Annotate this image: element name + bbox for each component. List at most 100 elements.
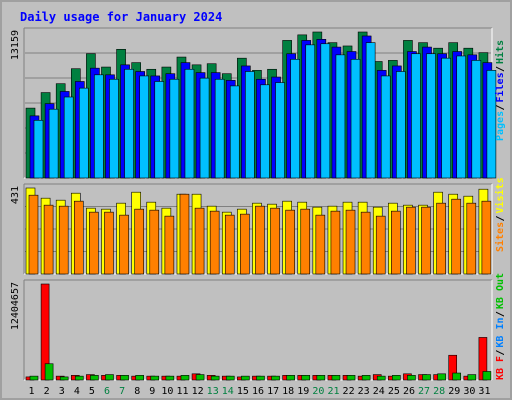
bar-sites-day-6 bbox=[104, 211, 114, 275]
x-axis-labels: 1 2 3 4 5 6 7 8 9 10 11 12 13 14 15 16 17 18 19 20 21 22 23 24 2… bbox=[29, 386, 491, 397]
bar-sites-day-12 bbox=[194, 207, 205, 275]
bar-kb-out-day-14 bbox=[225, 375, 235, 381]
legend-kb-f: KB F bbox=[495, 356, 506, 380]
bar-kb-out-day-24 bbox=[376, 375, 386, 381]
legend-kb-in: KB In bbox=[495, 317, 506, 347]
bar-pages-day-22 bbox=[350, 58, 361, 179]
bar-pages-day-26 bbox=[411, 53, 421, 179]
bar-sites-day-15 bbox=[240, 213, 250, 275]
bar-sites-day-1 bbox=[28, 194, 39, 275]
bar-pages-day-9 bbox=[154, 81, 165, 179]
x-tick-label-day-24: 24 bbox=[373, 386, 385, 397]
bar-pages-day-20 bbox=[320, 43, 331, 179]
bar-pages-day-13 bbox=[214, 78, 225, 179]
x-tick-label-day-19: 19 bbox=[297, 386, 309, 397]
x-tick-label-day-31: 31 bbox=[478, 386, 490, 397]
bar-pages-day-29 bbox=[456, 55, 467, 179]
bar-sites-day-18 bbox=[285, 209, 295, 275]
legend-separator: / bbox=[495, 311, 506, 317]
legend-hits: Hits bbox=[494, 40, 506, 64]
bar-kb-out-day-7 bbox=[120, 375, 129, 381]
bar-kb-out-day-3 bbox=[59, 376, 69, 381]
bar-pages-day-27 bbox=[426, 53, 436, 179]
bar-kb-out-day-1 bbox=[29, 375, 39, 381]
bar-kb-out-day-25 bbox=[392, 375, 401, 381]
bar-sites-day-30 bbox=[466, 202, 477, 275]
bar-sites-day-27 bbox=[421, 206, 431, 275]
legend-separator: / bbox=[495, 104, 506, 110]
bar-sites-day-23 bbox=[360, 211, 371, 275]
x-tick-label-day-12: 12 bbox=[192, 386, 204, 397]
bar-pages-day-11 bbox=[184, 68, 195, 179]
x-tick-label-day-14: 14 bbox=[222, 386, 234, 397]
bar-pages-day-12 bbox=[199, 77, 210, 179]
x-tick-label-day-20: 20 bbox=[312, 386, 324, 397]
x-tick-label-day-15: 15 bbox=[237, 386, 249, 397]
bar-kb-out-day-17 bbox=[271, 375, 280, 381]
bar-pages-day-25 bbox=[396, 71, 406, 179]
bar-kb-out-day-29 bbox=[452, 372, 462, 381]
bar-pages-day-18 bbox=[290, 58, 300, 179]
bar-kb-out-day-20 bbox=[316, 375, 326, 381]
bar-sites-day-10 bbox=[164, 215, 175, 275]
legend-kb-out: KB Out bbox=[495, 273, 506, 309]
bar-pages-day-14 bbox=[229, 85, 240, 179]
x-tick-label-day-8: 8 bbox=[134, 386, 140, 397]
x-tick-label-day-28: 28 bbox=[433, 386, 445, 397]
bar-sites-day-16 bbox=[255, 205, 265, 275]
bar-sites-day-14 bbox=[224, 214, 235, 275]
bar-pages-day-17 bbox=[275, 82, 285, 179]
bar-kb-out-day-12 bbox=[195, 374, 205, 381]
max-value-label: 431 bbox=[10, 186, 21, 204]
bar-pages-day-1 bbox=[33, 120, 44, 179]
bar-pages-day-23 bbox=[365, 42, 376, 179]
x-tick-label-day-23: 23 bbox=[358, 386, 370, 397]
bar-sites-day-22 bbox=[345, 209, 356, 275]
x-tick-label-day-25: 25 bbox=[388, 386, 400, 397]
bar-sites-day-24 bbox=[375, 215, 386, 275]
x-tick-label-day-26: 26 bbox=[403, 386, 415, 397]
x-tick-label-day-22: 22 bbox=[343, 386, 355, 397]
chart-title: Daily usage for January 2024 bbox=[20, 10, 223, 24]
bar-sites-day-5 bbox=[89, 211, 99, 275]
bar-sites-day-4 bbox=[73, 200, 84, 275]
legend-files: Files bbox=[494, 72, 506, 102]
bar-kb-out-day-15 bbox=[241, 375, 250, 381]
bar-kb-out-day-13 bbox=[210, 375, 220, 381]
bar-kb-out-day-21 bbox=[331, 375, 341, 381]
x-tick-label-day-4: 4 bbox=[74, 386, 80, 397]
legend-separator: / bbox=[495, 66, 506, 72]
x-tick-label-day-16: 16 bbox=[252, 386, 264, 397]
bar-sites-day-25 bbox=[391, 210, 401, 275]
legend-pages: Pages bbox=[495, 111, 506, 141]
bar-sites-day-8 bbox=[134, 208, 144, 275]
x-tick-label-day-9: 9 bbox=[149, 386, 155, 397]
bar-kb-out-day-22 bbox=[346, 375, 356, 381]
bar-pages-day-3 bbox=[63, 96, 74, 179]
bar-pages-day-6 bbox=[109, 78, 119, 179]
legend-visits: Visits bbox=[494, 177, 506, 213]
bar-kb-out-day-6 bbox=[105, 374, 114, 381]
bar-pages-day-16 bbox=[260, 84, 270, 179]
x-tick-label-day-3: 3 bbox=[59, 386, 65, 397]
legend-sites: Sites bbox=[494, 222, 506, 252]
legend-separator: / bbox=[495, 350, 506, 356]
bar-pages-day-4 bbox=[78, 87, 89, 179]
bar-kb-out-day-30 bbox=[467, 374, 477, 381]
bar-sites-day-31 bbox=[481, 200, 492, 275]
bar-sites-day-7 bbox=[119, 214, 129, 275]
bar-pages-day-7 bbox=[124, 68, 134, 179]
plot-area bbox=[24, 280, 492, 380]
x-tick-label-day-1: 1 bbox=[29, 386, 35, 397]
x-tick-label-day-29: 29 bbox=[448, 386, 460, 397]
x-tick-label-day-5: 5 bbox=[89, 386, 95, 397]
max-value-label: 12404657 bbox=[10, 282, 21, 330]
bar-pages-day-31 bbox=[486, 70, 497, 179]
max-value-label: 13159 bbox=[10, 30, 21, 60]
x-tick-label-day-10: 10 bbox=[161, 386, 173, 397]
bar-pages-day-10 bbox=[169, 78, 180, 179]
bar-kb-out-day-4 bbox=[74, 375, 84, 381]
bar-kb-out-day-18 bbox=[286, 375, 295, 381]
